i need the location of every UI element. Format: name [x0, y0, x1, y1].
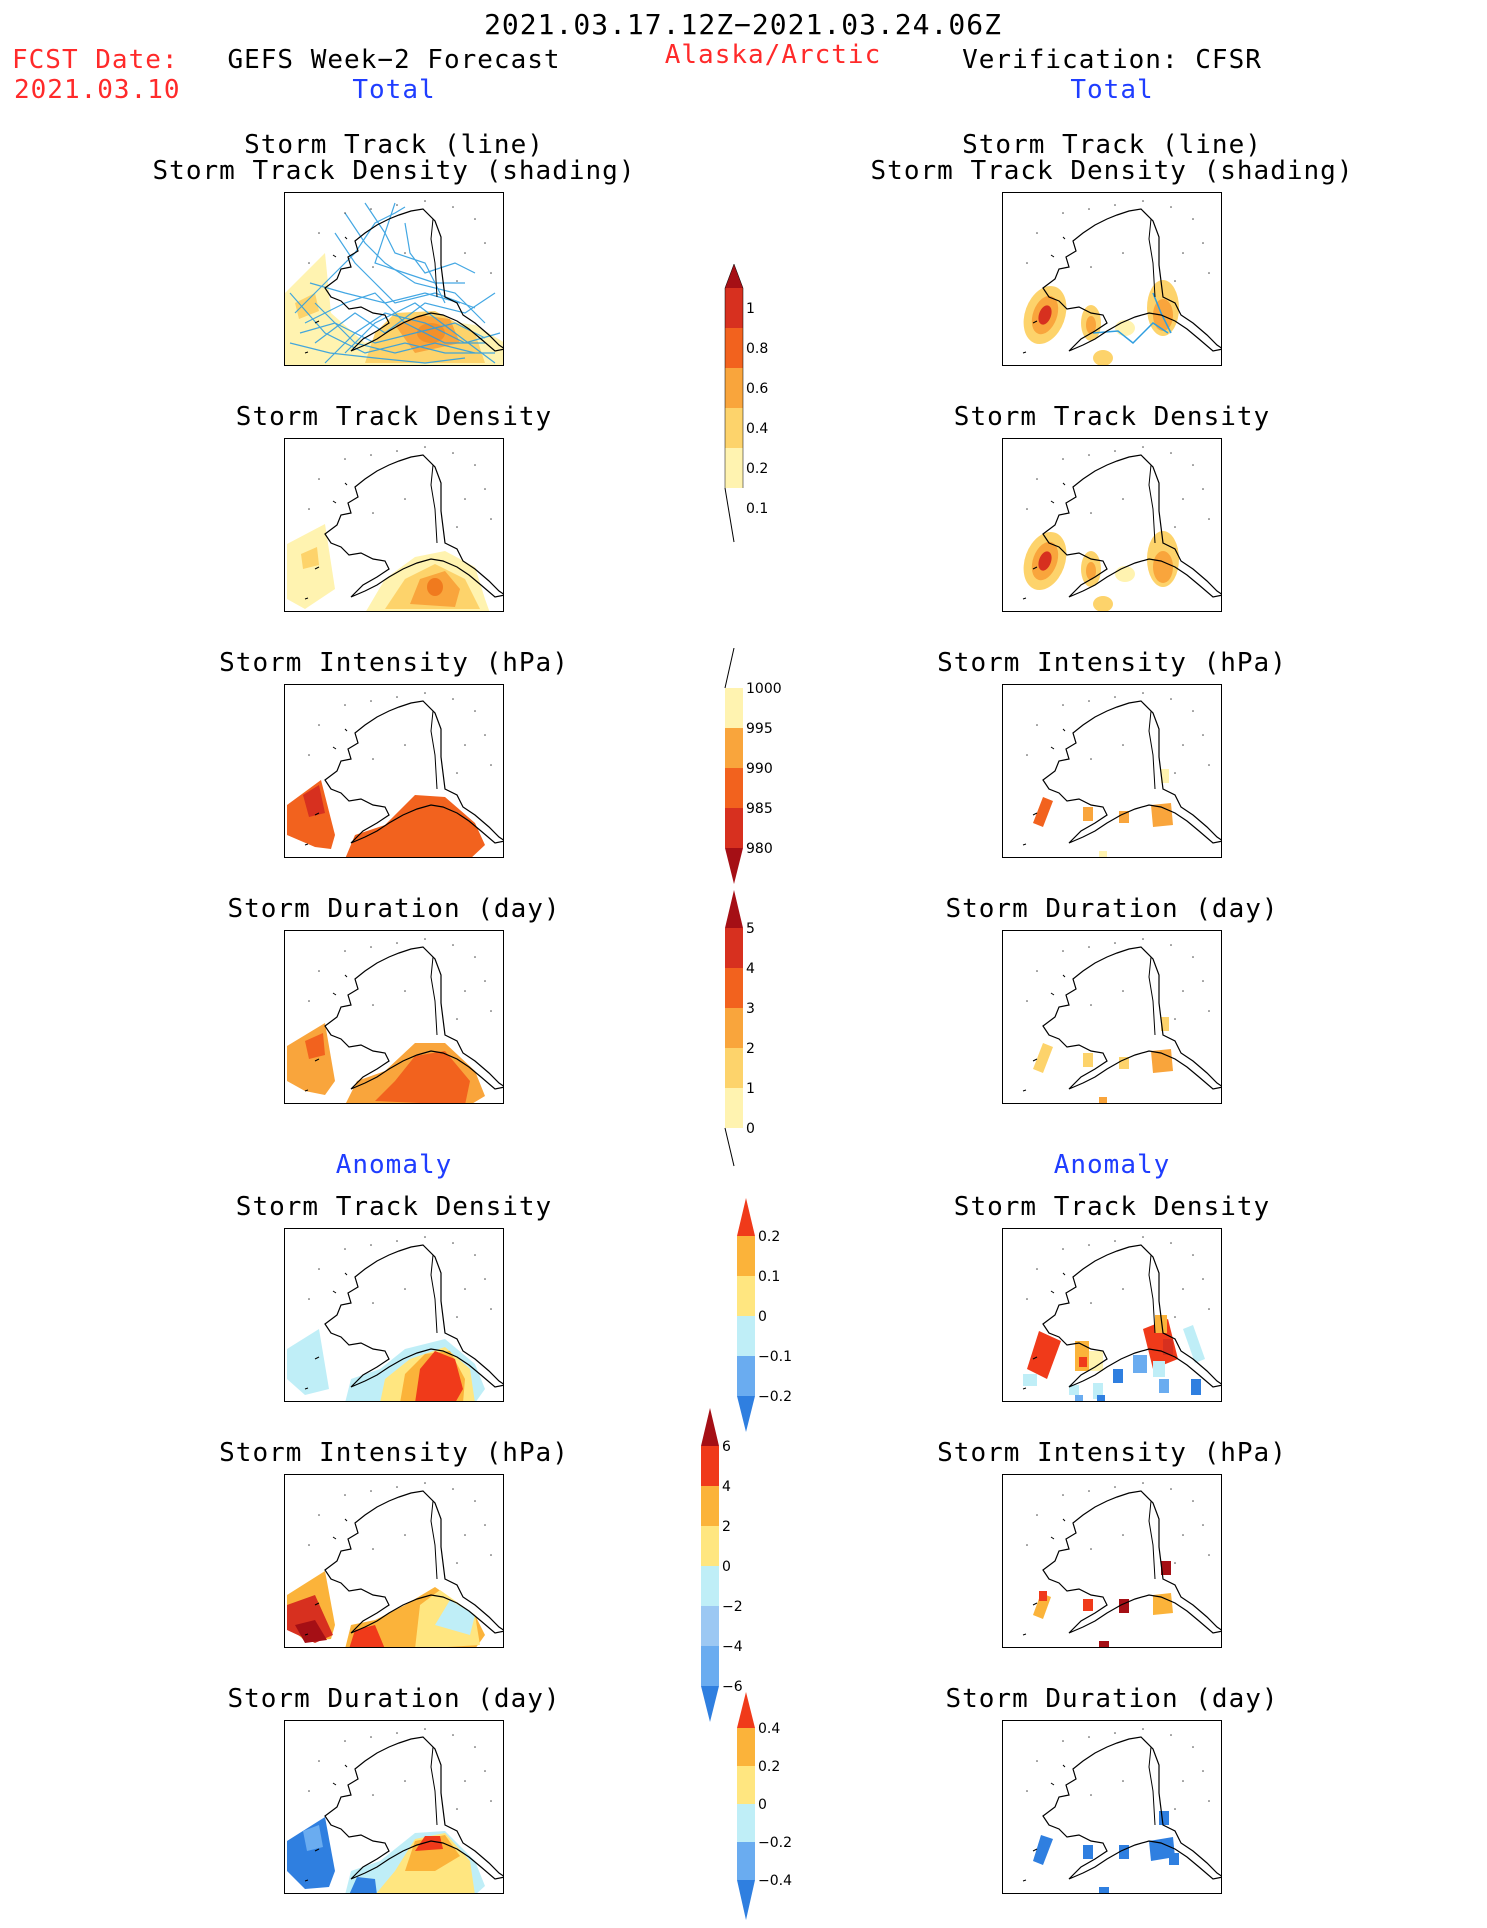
anom-intensity-tick-6: −4 — [722, 1639, 743, 1655]
right-anomaly-label: Anomaly — [1053, 1150, 1171, 1180]
duration-tick-2: 4 — [746, 961, 755, 977]
duration-tick-5: 1 — [746, 1081, 755, 1097]
duration-colorbar: 5 4 3 2 1 0 — [724, 890, 755, 1167]
anom-intensity-tick-2: 4 — [722, 1479, 731, 1495]
left-row1-title-b: Storm Track Density (shading) — [152, 156, 636, 186]
anom-duration-tick-5: −0.4 — [758, 1873, 792, 1889]
intensity-tick-1: 1000 — [746, 681, 782, 697]
anom-duration-tick-2: 0.2 — [758, 1759, 780, 1775]
anomaly-intensity-colorbar: 6 4 2 0 −2 −4 −6 — [701, 1408, 743, 1722]
density-tick-3: 0.6 — [746, 381, 768, 397]
left-row2-title: Storm Track Density — [235, 402, 553, 432]
right-total-label: Total — [1070, 75, 1154, 105]
anom-intensity-tick-3: 2 — [722, 1519, 731, 1535]
duration-tick-1: 5 — [746, 921, 755, 937]
left-row5-title: Storm Track Density — [235, 1192, 553, 1222]
right-row4-title: Storm Duration (day) — [945, 894, 1279, 924]
density-tick-6: 0.1 — [746, 501, 768, 517]
left-storm-duration-map — [284, 930, 504, 1104]
left-column-title: GEFS Week−2 Forecast — [227, 45, 561, 75]
intensity-tick-3: 990 — [746, 761, 773, 777]
right-row5-title: Storm Track Density — [953, 1192, 1271, 1222]
anom-density-tick-4: −0.1 — [758, 1349, 792, 1365]
anom-density-tick-2: 0.1 — [758, 1269, 780, 1285]
anom-duration-tick-1: 0.4 — [758, 1721, 780, 1737]
left-anomaly-intensity-map — [284, 1474, 504, 1648]
right-track-density-map — [1002, 438, 1222, 612]
right-anomaly-intensity-map — [1002, 1474, 1222, 1648]
anom-intensity-tick-5: −2 — [722, 1599, 743, 1615]
anom-density-tick-3: 0 — [758, 1309, 767, 1325]
left-row3-title: Storm Intensity (hPa) — [219, 648, 569, 678]
left-track-line-map — [284, 192, 504, 366]
anom-density-tick-1: 0.2 — [758, 1229, 780, 1245]
anom-intensity-tick-1: 6 — [722, 1439, 731, 1455]
left-row6-title: Storm Intensity (hPa) — [219, 1438, 569, 1468]
density-colorbar: 1 0.8 0.6 0.4 0.2 0.1 — [724, 263, 768, 543]
right-storm-intensity-map — [1002, 684, 1222, 858]
density-tick-2: 0.8 — [746, 341, 768, 357]
duration-tick-3: 3 — [746, 1001, 755, 1017]
anom-intensity-tick-4: 0 — [722, 1559, 731, 1575]
right-storm-duration-map — [1002, 930, 1222, 1104]
right-track-line-map — [1002, 192, 1222, 366]
region-title: Alaska/Arctic — [664, 40, 882, 70]
duration-tick-4: 2 — [746, 1041, 755, 1057]
left-anomaly-label: Anomaly — [335, 1150, 453, 1180]
duration-tick-6: 0 — [746, 1121, 755, 1137]
left-row1-title-a: Storm Track (line) — [244, 130, 544, 160]
left-total-label: Total — [352, 75, 436, 105]
right-row7-title: Storm Duration (day) — [945, 1684, 1279, 1714]
left-track-density-map — [284, 438, 504, 612]
density-tick-1: 1 — [746, 301, 755, 317]
right-row1-title-a: Storm Track (line) — [962, 130, 1262, 160]
left-row4-title: Storm Duration (day) — [227, 894, 561, 924]
intensity-tick-2: 995 — [746, 721, 773, 737]
fcst-date-label: FCST Date: — [12, 45, 179, 75]
anom-intensity-tick-7: −6 — [722, 1679, 743, 1695]
left-anomaly-duration-map — [284, 1720, 504, 1894]
anom-duration-tick-3: 0 — [758, 1797, 767, 1813]
anomaly-duration-colorbar: 0.4 0.2 0 −0.2 −0.4 — [737, 1692, 792, 1920]
right-row1-title-b: Storm Track Density (shading) — [870, 156, 1354, 186]
left-row7-title: Storm Duration (day) — [227, 1684, 561, 1714]
right-row3-title: Storm Intensity (hPa) — [937, 648, 1287, 678]
density-tick-5: 0.2 — [746, 461, 768, 477]
intensity-colorbar: 1000 995 990 985 980 — [724, 648, 782, 884]
fcst-date-value: 2021.03.10 — [14, 75, 181, 105]
right-row6-title: Storm Intensity (hPa) — [937, 1438, 1287, 1468]
left-anomaly-density-map — [284, 1228, 504, 1402]
right-row2-title: Storm Track Density — [953, 402, 1271, 432]
anom-duration-tick-4: −0.2 — [758, 1835, 792, 1851]
anomaly-density-colorbar: 0.2 0.1 0 −0.1 −0.2 — [737, 1198, 792, 1432]
density-tick-4: 0.4 — [746, 421, 768, 437]
anom-density-tick-5: −0.2 — [758, 1389, 792, 1405]
left-storm-intensity-map — [284, 684, 504, 858]
right-anomaly-density-map — [1002, 1228, 1222, 1402]
period-title: 2021.03.17.12Z−2021.03.24.06Z — [484, 8, 1002, 41]
right-column-title: Verification: CFSR — [962, 45, 1262, 75]
intensity-tick-5: 980 — [746, 841, 773, 857]
right-anomaly-duration-map — [1002, 1720, 1222, 1894]
intensity-tick-4: 985 — [746, 801, 773, 817]
